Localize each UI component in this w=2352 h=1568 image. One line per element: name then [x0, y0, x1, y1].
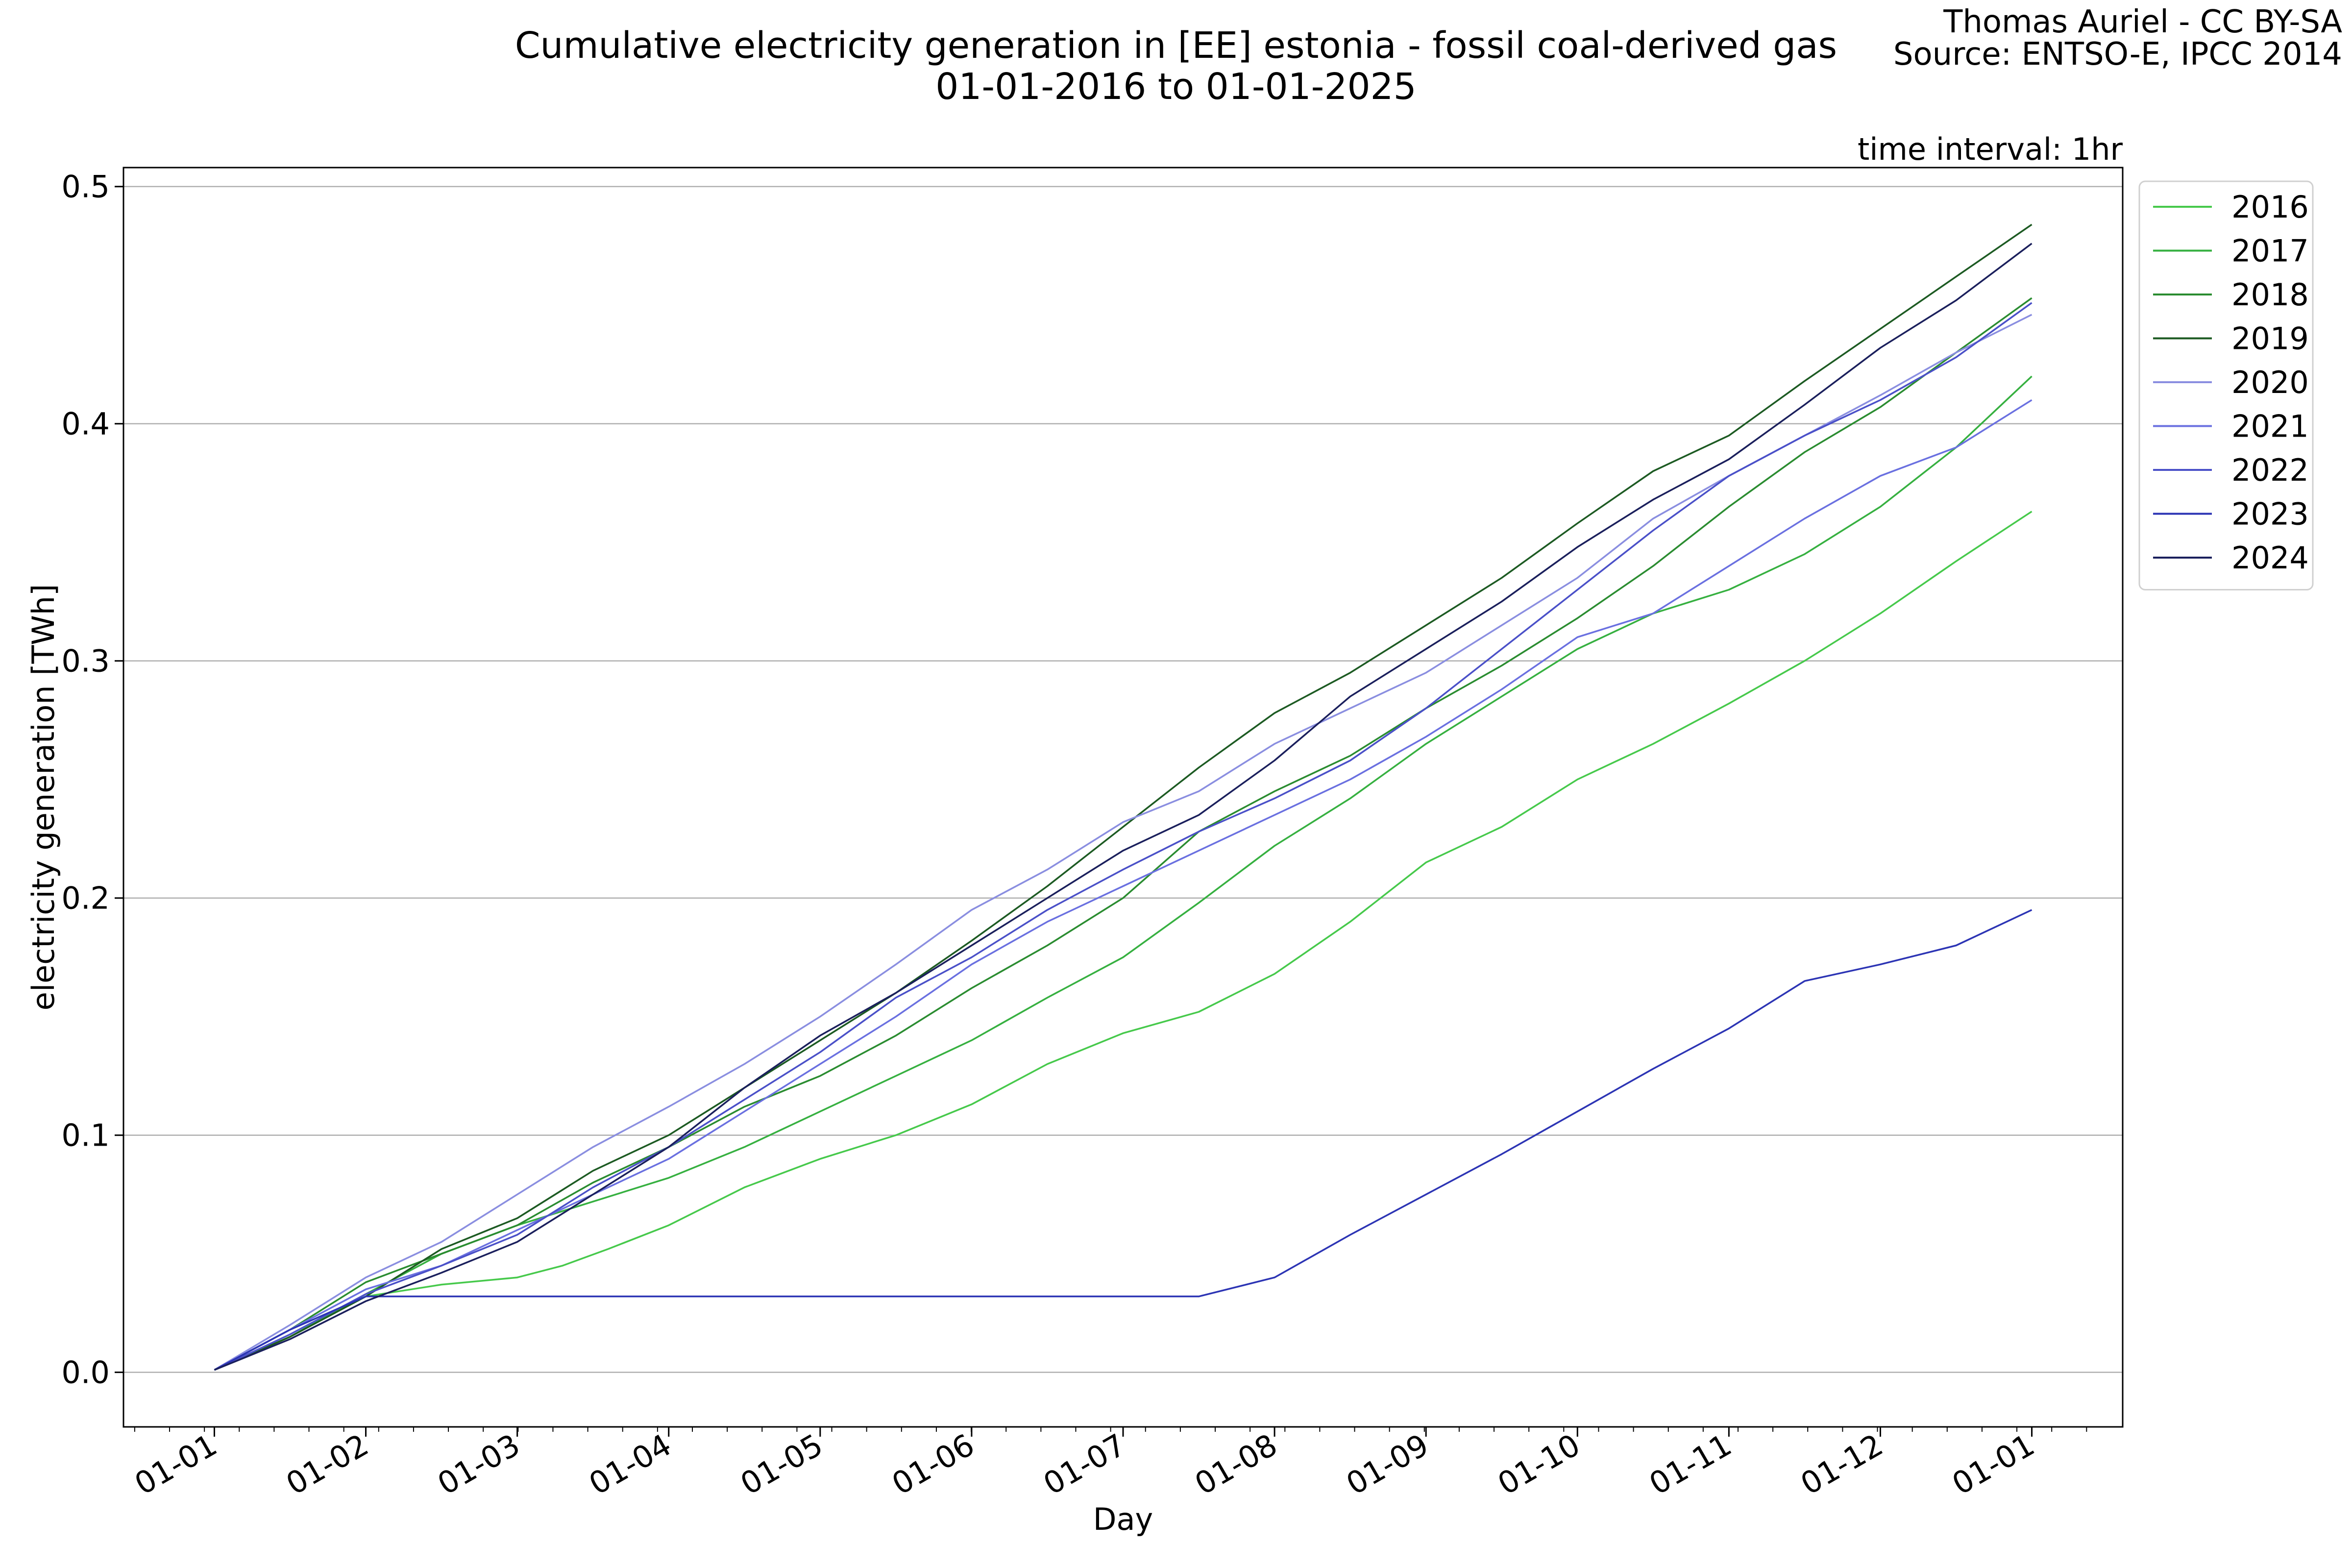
- legend-label: 2021: [2231, 409, 2309, 444]
- legend-label: 2018: [2231, 277, 2309, 313]
- author-credit: Thomas Auriel - CC BY-SA: [1943, 4, 2342, 40]
- source-credit: Source: ENTSO-E, IPCC 2014: [1893, 36, 2342, 73]
- series-line-2016: [214, 511, 2033, 1371]
- chart-subtitle: 01-01-2016 to 01-01-2025: [935, 66, 1417, 108]
- x-axis: 01-01 01-02 01-03 01-04 01-05 01-06 01-07 01-08…: [128, 1427, 2087, 1502]
- grid-lines: [123, 186, 2123, 1373]
- x-tick-label: 01-07: [1037, 1427, 1132, 1502]
- legend-label: 2017: [2231, 233, 2309, 269]
- x-tick-label: 01-01: [128, 1427, 223, 1502]
- series-line-2024: [214, 243, 2033, 1371]
- series-line-2021: [214, 399, 2033, 1371]
- legend-label: 2024: [2231, 540, 2309, 576]
- series-line-2018: [214, 297, 2033, 1371]
- y-tick-label: 0.4: [61, 406, 110, 442]
- y-tick-label: 0.0: [61, 1355, 110, 1391]
- series-line-2023: [214, 909, 2033, 1371]
- x-tick-label: 01-10: [1492, 1427, 1586, 1502]
- legend-box: [2138, 180, 2314, 590]
- x-tick-label: 01-02: [280, 1427, 375, 1502]
- x-axis-label: Day: [1093, 1501, 1153, 1537]
- x-tick-label: 01-11: [1643, 1427, 1738, 1502]
- interval-note: time interval: 1hr: [1858, 131, 2123, 167]
- x-tick-label: 01-06: [886, 1427, 980, 1502]
- x-tick-label: 01-08: [1189, 1427, 1283, 1502]
- series-line-2019: [214, 223, 2033, 1371]
- x-tick-label: 01-03: [432, 1427, 526, 1502]
- x-tick-label: 01-05: [735, 1427, 829, 1502]
- legend-label: 2016: [2231, 189, 2309, 225]
- legend-label: 2022: [2231, 452, 2309, 488]
- y-axis-label: electricity generation [TWh]: [25, 584, 61, 1010]
- y-axis: 0.0 0.1 0.2 0.3 0.4 0.5: [61, 169, 123, 1391]
- chart-title: Cumulative electricity generation in [EE…: [514, 24, 1838, 67]
- legend-label: 2023: [2231, 496, 2309, 532]
- series-lines: [214, 223, 2033, 1371]
- x-tick-label: 01-12: [1794, 1427, 1889, 1502]
- x-tick-label: 01-01: [1946, 1427, 2041, 1502]
- series-line-2017: [214, 375, 2033, 1371]
- series-line-2022: [214, 302, 2033, 1371]
- y-tick-label: 0.1: [61, 1118, 110, 1153]
- y-tick-label: 0.5: [61, 169, 110, 205]
- y-tick-label: 0.3: [61, 643, 110, 679]
- series-line-2020: [214, 314, 2033, 1371]
- y-tick-label: 0.2: [61, 881, 110, 916]
- legend-label: 2020: [2231, 365, 2309, 400]
- x-tick-label: 01-09: [1340, 1427, 1435, 1502]
- x-tick-label: 01-04: [583, 1427, 678, 1502]
- legend: 2016 2017 2018 2019 2020 2021 2022 2023 2024: [2138, 180, 2314, 590]
- plot-frame: [122, 167, 2124, 1428]
- legend-label: 2019: [2231, 321, 2309, 357]
